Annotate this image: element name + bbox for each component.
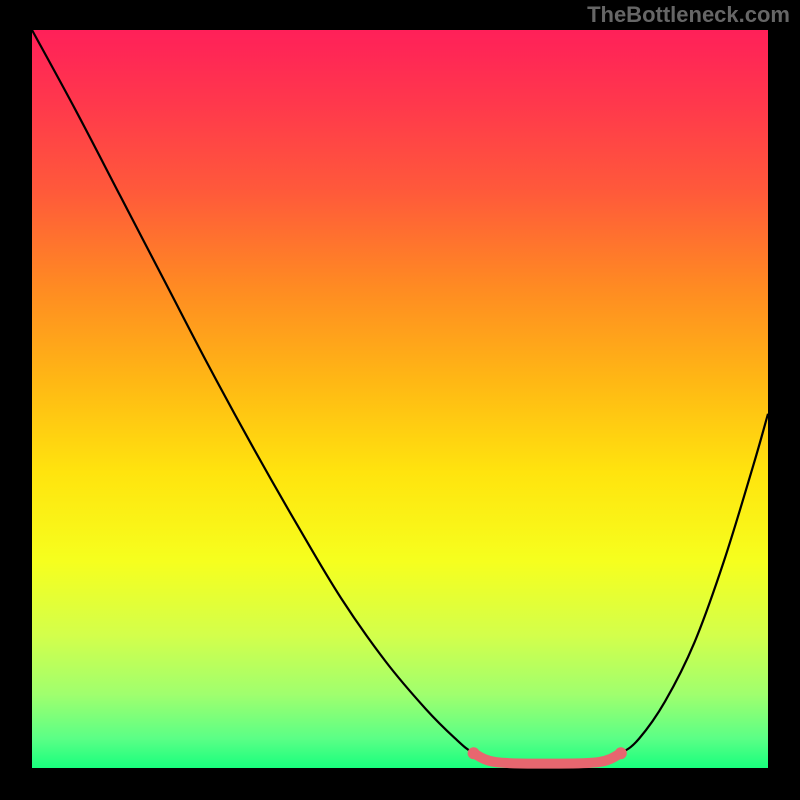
chart-canvas: TheBottleneck.com [0, 0, 800, 800]
chart-gradient-background [32, 30, 768, 768]
watermark-text: TheBottleneck.com [587, 2, 790, 28]
chart-svg [0, 0, 800, 800]
highlight-start-dot [468, 747, 480, 759]
highlight-end-dot [615, 747, 627, 759]
